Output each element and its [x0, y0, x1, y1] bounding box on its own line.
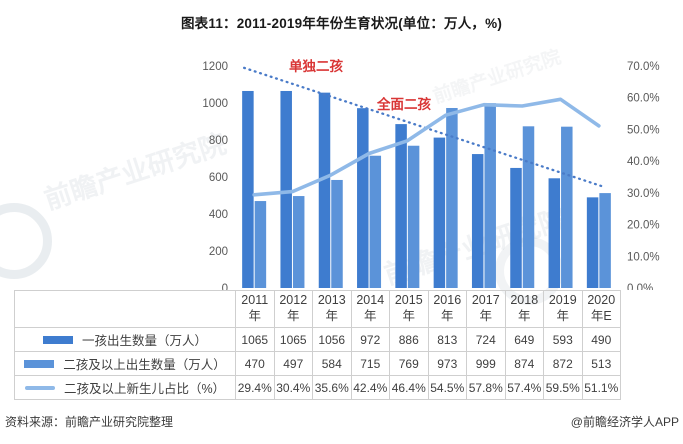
- left-axis-tick: 600: [209, 172, 228, 184]
- value-cell: 769: [389, 351, 429, 376]
- bar-first-child: [548, 178, 561, 288]
- right-axis-tick: 10.0%: [627, 251, 660, 263]
- left-axis-tick: 1000: [202, 98, 228, 110]
- value-cell: 999: [466, 351, 506, 376]
- value-cell: 584: [312, 351, 352, 376]
- table-corner-cell: [14, 290, 236, 328]
- value-cell: 886: [389, 327, 429, 352]
- bar-first-child: [586, 197, 599, 288]
- right-axis-tick: 50.0%: [627, 124, 660, 136]
- legend-swatch-bar-icon: [42, 335, 73, 344]
- left-axis-tick: 400: [209, 209, 228, 221]
- value-cell: 490: [581, 327, 621, 352]
- left-axis-tick: 200: [209, 246, 228, 258]
- value-cell: 513: [581, 351, 621, 376]
- value-cell: 29.4%: [235, 375, 275, 400]
- year-header-cell: 2016 年: [427, 290, 467, 328]
- year-header-cell: 2020 年E: [581, 290, 621, 328]
- bar-second-child: [599, 193, 611, 288]
- bar-first-child: [510, 167, 522, 288]
- left-axis-tick: 0: [222, 283, 228, 290]
- bar-first-child: [280, 90, 292, 288]
- year-header-cell: 2017 年: [466, 290, 506, 328]
- value-cell: 813: [427, 327, 467, 352]
- value-cell: 51.1%: [581, 375, 621, 400]
- legend-cell: 二孩及以上新生儿占比（%）: [14, 375, 236, 400]
- legend-swatch-bar-icon: [24, 359, 55, 368]
- value-cell: 972: [350, 327, 390, 352]
- annotation-quanmian-erhai: 全面二孩: [376, 96, 431, 112]
- bar-first-child: [471, 154, 484, 288]
- birth-statistics-chart: 0 200 400 600 800 1000 1200 0.0% 10.0% 20.0% 30.0%…: [202, 58, 660, 290]
- year-header-cell: 2012 年: [273, 290, 313, 328]
- year-header-cell: 2018 年: [504, 290, 544, 328]
- value-cell: 57.4%: [504, 375, 544, 400]
- page-title: 图表11：2011-2019年年份生育状况(单位：万人，%): [180, 16, 503, 31]
- year-header-cell: 2014 年: [350, 290, 390, 328]
- value-cell: 973: [427, 351, 467, 376]
- left-axis-tick: 1200: [202, 61, 228, 73]
- bar-second-child: [292, 196, 305, 288]
- bar-second-child: [561, 126, 573, 289]
- value-cell: 59.5%: [543, 375, 583, 400]
- legend-swatch-line-icon: [24, 385, 55, 390]
- value-cell: 57.8%: [466, 375, 506, 400]
- value-cell: 54.5%: [427, 375, 467, 400]
- right-axis-tick: 70.0%: [627, 61, 660, 73]
- bar-first-child: [318, 92, 331, 288]
- value-cell: 872: [543, 351, 583, 376]
- value-cell: 1065: [273, 327, 313, 352]
- year-header-row: 2011 年 2012 年 2013 年 2014 年 2015 年 2016 年 2017 年 2018 年…: [14, 290, 621, 328]
- value-cell: 874: [504, 351, 544, 376]
- bar-first-child: [242, 90, 254, 288]
- table-row: 二孩及以上新生儿占比（%） 29.4% 30.4% 35.6% 42.4% 46.4% 54…: [14, 375, 621, 400]
- value-cell: 42.4%: [350, 375, 390, 400]
- right-axis-tick: 30.0%: [627, 188, 660, 200]
- year-header-cell: 2015 年: [389, 290, 429, 328]
- legend-cell: 二孩及以上出生数量（万人）: [14, 351, 236, 376]
- table-row: 一孩出生数量（万人） 1065 1065 1056 972 886 813 724 649 593…: [14, 327, 621, 352]
- year-header-cell: 2013 年: [312, 290, 352, 328]
- legend-label: 一孩出生数量（万人）: [81, 334, 207, 348]
- value-cell: 1065: [235, 327, 275, 352]
- year-header-cell: 2019 年: [543, 290, 583, 328]
- value-cell: 1056: [312, 327, 352, 352]
- bar-second-child: [369, 155, 382, 288]
- credit-text: @前瞻经济学人APP: [570, 415, 679, 429]
- bar-second-child: [522, 126, 535, 288]
- legend-label: 二孩及以上新生儿占比（%）: [63, 382, 226, 396]
- value-cell: 30.4%: [273, 375, 313, 400]
- value-cell: 497: [273, 351, 313, 376]
- value-cell: 724: [466, 327, 506, 352]
- legend-cell: 一孩出生数量（万人）: [14, 327, 236, 352]
- left-axis-tick: 800: [209, 135, 228, 147]
- value-cell: 715: [350, 351, 390, 376]
- right-axis-tick: 40.0%: [627, 156, 660, 168]
- right-axis-tick: 60.0%: [627, 93, 660, 105]
- source-text: 资料来源：前瞻产业研究院整理: [5, 415, 174, 429]
- annotation-dandu-erhai: 单独二孩: [289, 58, 343, 74]
- value-cell: 35.6%: [312, 375, 352, 400]
- value-cell: 649: [504, 327, 544, 352]
- table-row: 二孩及以上出生数量（万人） 470 497 584 715 769 973 999 874 872…: [14, 351, 621, 376]
- value-cell: 593: [543, 327, 583, 352]
- bar-second-child: [484, 103, 496, 288]
- legend-label: 二孩及以上出生数量（万人）: [63, 358, 226, 372]
- bar-second-child: [446, 107, 458, 288]
- value-cell: 46.4%: [389, 375, 429, 400]
- second-child-ratio-line: [252, 97, 601, 197]
- right-axis-tick: 0.0%: [627, 283, 653, 290]
- bar-second-child: [331, 179, 343, 288]
- bar-first-child: [357, 108, 369, 289]
- year-header-cell: 2011 年: [235, 290, 275, 328]
- value-cell: 470: [235, 351, 275, 376]
- bar-second-child: [254, 201, 267, 288]
- bar-second-child: [407, 145, 420, 288]
- bar-first-child: [433, 137, 446, 288]
- data-table: 2011 年 2012 年 2013 年 2014 年 2015 年 2016 年 2017 年 2018 年…: [14, 290, 621, 400]
- bar-first-child: [395, 124, 407, 288]
- right-axis-tick: 20.0%: [627, 220, 660, 232]
